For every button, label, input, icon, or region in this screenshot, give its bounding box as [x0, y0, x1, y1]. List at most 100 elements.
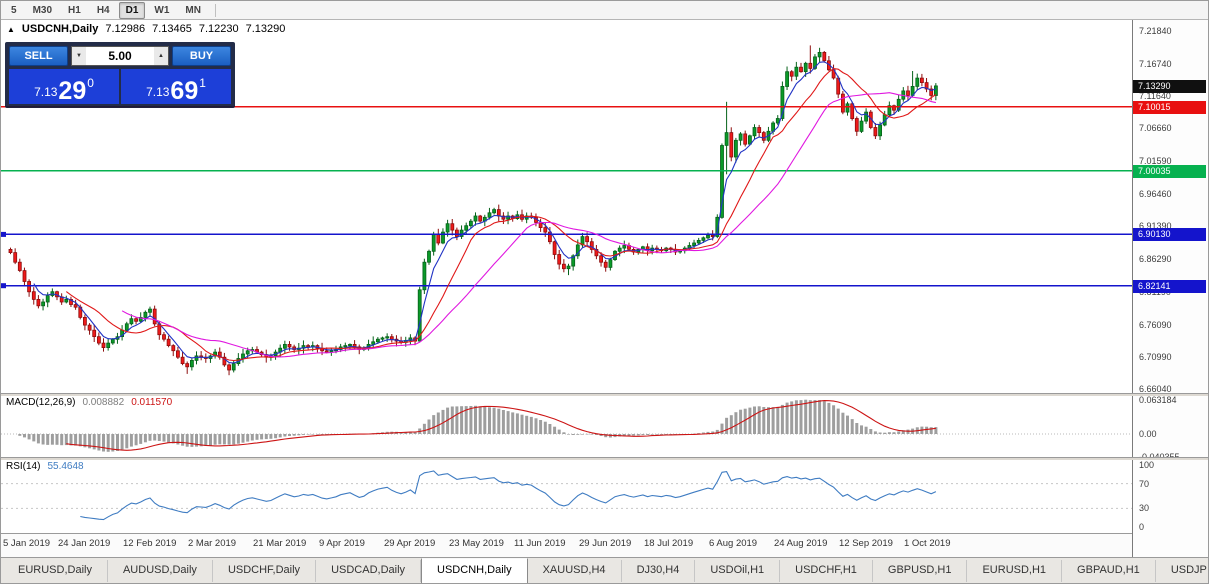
macd-svg[interactable] — [1, 395, 1132, 457]
chart-tab-usdjp[interactable]: USDJP — [1156, 560, 1208, 582]
chart-tab-dj30-h4[interactable]: DJ30,H4 — [622, 560, 696, 582]
macd-main-value: 0.008882 — [82, 397, 125, 408]
main-chart-panel[interactable]: ▲ USDCNH,Daily 7.12986 7.13465 7.12230 7… — [1, 20, 1132, 393]
rsi-axis-label: 70 — [1139, 479, 1150, 489]
time-axis-label: 18 Jul 2019 — [644, 538, 694, 549]
time-axis-label: 6 Aug 2019 — [709, 538, 758, 549]
macd-panel[interactable]: MACD(12,26,9) 0.008882 0.011570 — [1, 395, 1132, 457]
chart-tab-usdoil-h1[interactable]: USDOil,H1 — [695, 560, 781, 582]
ohlc-open: 7.12986 — [105, 23, 146, 35]
rsi-value: 55.4648 — [47, 461, 84, 472]
buy-price-pips: 69 — [170, 76, 199, 105]
price-axis-label: 6.96460 — [1139, 189, 1172, 199]
panel-splitter[interactable] — [1, 457, 1208, 460]
volume-decrease-icon[interactable]: ▼ — [72, 47, 86, 65]
hline-price-badge: 6.82141 — [1133, 280, 1206, 293]
price-axis-label: 6.91390 — [1139, 221, 1172, 231]
timeframe-button-d1[interactable]: D1 — [118, 1, 146, 19]
sell-price-display[interactable]: 7.13 29 0 — [9, 69, 119, 104]
trade-controls-row: SELL ▼ 5.00 ▲ BUY — [9, 46, 231, 66]
time-axis-label: 12 Sep 2019 — [839, 538, 893, 549]
hline-price-badge: 7.10015 — [1133, 101, 1206, 114]
chart-region: ▲ USDCNH,Daily 7.12986 7.13465 7.12230 7… — [1, 20, 1208, 557]
sell-price-head: 7.13 — [34, 85, 58, 99]
ohlc-close: 7.13290 — [245, 23, 286, 35]
main-chart-svg[interactable] — [1, 20, 1132, 393]
price-axis-label: 6.66040 — [1139, 384, 1172, 394]
price-axis-label: 7.11640 — [1139, 91, 1171, 101]
ohlc-low: 7.12230 — [198, 23, 239, 35]
chart-tab-usdcnh-daily[interactable]: USDCNH,Daily — [421, 558, 528, 583]
timeframe-button-w1[interactable]: W1 — [154, 4, 170, 16]
macd-signal-value: 0.011570 — [131, 397, 173, 408]
price-axis-label: 7.01590 — [1139, 156, 1172, 166]
hline-price-badge: 7.00035 — [1133, 165, 1206, 178]
ohlc-high: 7.13465 — [152, 23, 192, 35]
chart-tab-usdchf-daily[interactable]: USDCHF,Daily — [213, 560, 317, 582]
chart-tabs-bar: EURUSD,Daily AUDUSD,Daily USDCHF,Daily USDC… — [1, 557, 1208, 583]
buy-price-display[interactable]: 7.13 69 1 — [121, 69, 231, 104]
price-axis-label: 6.76090 — [1139, 320, 1172, 330]
time-axis-label: 5 Jan 2019 — [3, 538, 51, 549]
timeframe-button-h1[interactable]: H1 — [68, 4, 81, 16]
time-axis[interactable]: 5 Jan 2019 24 Jan 2019 12 Feb 2019 2 Mar 20… — [1, 533, 1132, 557]
one-click-trading-panel: SELL ▼ 5.00 ▲ BUY 7.13 29 0 — [5, 42, 235, 108]
volume-value[interactable]: 5.00 — [108, 49, 132, 63]
volume-control[interactable]: ▼ 5.00 ▲ — [71, 46, 169, 66]
rsi-label: RSI(14) 55.4648 — [6, 461, 84, 472]
rsi-name: RSI(14) — [6, 461, 41, 472]
chart-panels-column: ▲ USDCNH,Daily 7.12986 7.13465 7.12230 7… — [1, 20, 1132, 557]
price-axis[interactable]: 7.21840 7.16740 7.11640 7.06660 7.01590 6.964… — [1132, 20, 1208, 557]
timeframe-button-mn[interactable]: MN — [185, 4, 201, 16]
chart-tab-usdchf-h1[interactable]: USDCHF,H1 — [780, 560, 873, 582]
time-axis-label: 2 Mar 2019 — [188, 538, 237, 549]
hline-price-badge: 6.90130 — [1133, 228, 1206, 241]
timeframe-button-5[interactable]: 5 — [11, 4, 17, 16]
price-axis-label: 7.21840 — [1139, 26, 1172, 36]
trade-prices-row: 7.13 29 0 7.13 69 1 — [9, 69, 231, 104]
time-axis-label: 12 Feb 2019 — [123, 538, 177, 549]
sell-button[interactable]: SELL — [9, 46, 68, 66]
buy-button[interactable]: BUY — [172, 46, 231, 66]
macd-label: MACD(12,26,9) 0.008882 0.011570 — [6, 397, 172, 408]
rsi-axis-label: 100 — [1139, 460, 1155, 470]
buy-price-head: 7.13 — [146, 85, 170, 99]
price-axis-label: 7.16740 — [1139, 59, 1172, 69]
rsi-panel[interactable]: RSI(14) 55.4648 — [1, 459, 1132, 533]
timeframe-button-h4[interactable]: H4 — [96, 4, 110, 16]
panel-splitter[interactable] — [1, 393, 1208, 396]
timeframe-toolbar: 5 M30 H1 H4 D1 W1 MN — [1, 1, 1208, 20]
time-axis-label: 23 May 2019 — [449, 538, 504, 549]
chart-tab-eurusd-h1[interactable]: EURUSD,H1 — [967, 560, 1063, 582]
macd-name: MACD(12,26,9) — [6, 397, 76, 408]
price-axis-label: 7.06660 — [1139, 123, 1172, 133]
macd-axis-label: 0.063184 — [1139, 395, 1177, 405]
macd-axis-label: 0.00 — [1139, 429, 1157, 439]
chart-tab-xauusd-h4[interactable]: XAUUSD,H4 — [528, 560, 622, 582]
toolbar-separator — [214, 3, 216, 17]
time-axis-label: 11 Jun 2019 — [514, 538, 566, 549]
buy-price-point: 1 — [199, 76, 206, 90]
sell-price-pips: 29 — [58, 76, 87, 105]
chart-symbol-period: USDCNH,Daily — [21, 23, 99, 35]
time-axis-label: 29 Jun 2019 — [579, 538, 632, 549]
chart-tab-usdcad-daily[interactable]: USDCAD,Daily — [316, 560, 422, 582]
symbol-marker-icon: ▲ — [7, 24, 15, 34]
rsi-axis-label: 30 — [1139, 503, 1150, 513]
chart-tab-audusd-daily[interactable]: AUDUSD,Daily — [108, 560, 213, 582]
timeframe-button-m30[interactable]: M30 — [32, 4, 53, 16]
volume-increase-icon[interactable]: ▲ — [154, 47, 168, 65]
time-axis-label: 24 Aug 2019 — [774, 538, 828, 549]
rsi-svg[interactable] — [1, 459, 1132, 533]
current-price-badge: 7.13290 — [1133, 80, 1206, 93]
time-axis-label: 21 Mar 2019 — [253, 538, 307, 549]
chart-tab-gbpaud-h1[interactable]: GBPAUD,H1 — [1062, 560, 1156, 582]
chart-tab-eurusd-daily[interactable]: EURUSD,Daily — [3, 560, 108, 582]
chart-tab-gbpusd-h1[interactable]: GBPUSD,H1 — [873, 560, 968, 582]
sell-price-point: 0 — [87, 76, 94, 90]
time-axis-label: 24 Jan 2019 — [58, 538, 111, 549]
price-axis-label: 6.86290 — [1139, 254, 1172, 264]
time-axis-label: 9 Apr 2019 — [319, 538, 365, 549]
time-axis-label: 29 Apr 2019 — [384, 538, 436, 549]
